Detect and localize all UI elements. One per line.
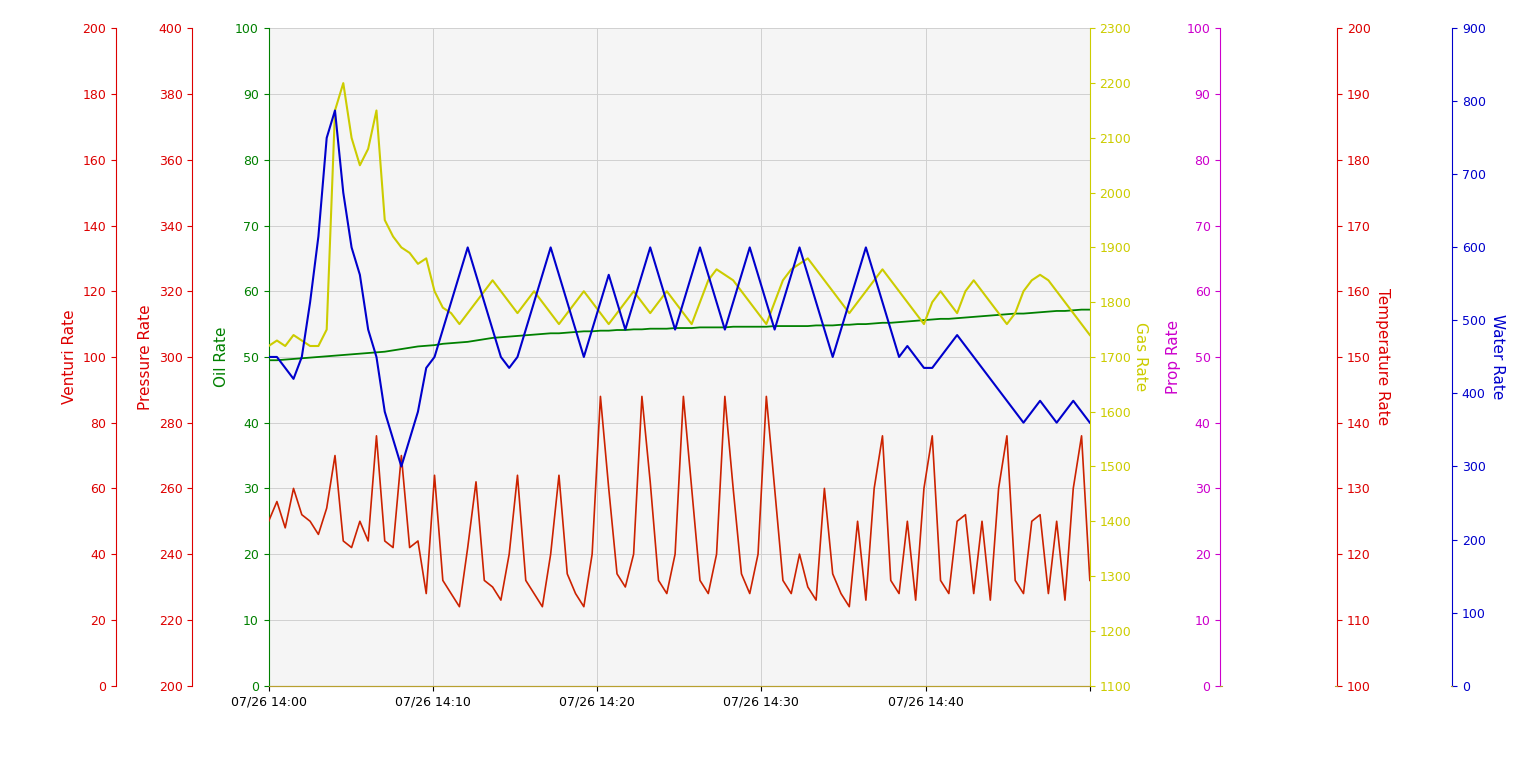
Y-axis label: Oil Rate: Oil Rate — [215, 327, 229, 387]
Y-axis label: Temperature Rate: Temperature Rate — [1375, 288, 1391, 426]
Y-axis label: Venturi Rate: Venturi Rate — [61, 309, 77, 404]
Y-axis label: Water Rate: Water Rate — [1490, 314, 1506, 400]
Y-axis label: Pressure Rate: Pressure Rate — [138, 304, 154, 410]
Y-axis label: Gas Rate: Gas Rate — [1133, 322, 1148, 391]
Y-axis label: Prop Rate: Prop Rate — [1167, 320, 1180, 394]
